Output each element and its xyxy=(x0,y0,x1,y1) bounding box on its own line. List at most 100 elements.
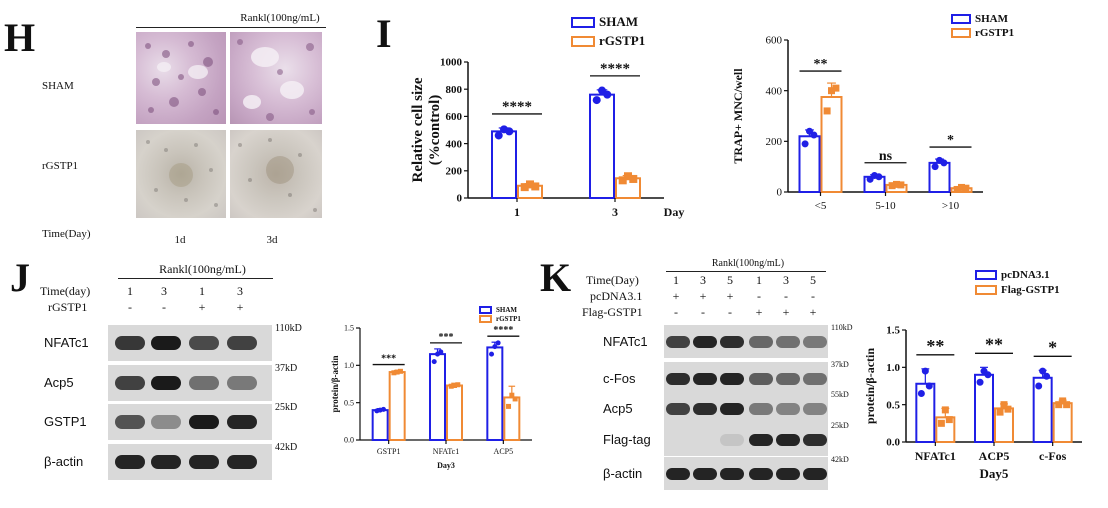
lane-value: + xyxy=(699,289,707,303)
y-tick-label: 0.5 xyxy=(886,399,900,411)
x-axis-unit: Day xyxy=(664,205,685,219)
y-tick-label: 600 xyxy=(766,35,783,47)
h-condition: Rankl(100ng/mL) xyxy=(240,12,320,24)
y-tick-label: 0.0 xyxy=(344,436,354,445)
kd-label: 42kD xyxy=(831,455,849,464)
y-axis-label: protein/β-actin xyxy=(330,355,340,412)
chart-j: 0.0 0.5 1.0 1.5 GSTP1 *** NFATc1 *** ACP5 **** pro… xyxy=(330,306,532,470)
kd-label: 42kD xyxy=(275,442,298,453)
x-tick-label: 1 xyxy=(514,205,520,219)
h-condition-line xyxy=(136,27,326,28)
legend-swatch-sham xyxy=(479,306,492,314)
lane-value: - xyxy=(701,305,705,319)
blot-flag-tag xyxy=(664,423,828,456)
k-blots: NFATc1 110kD c-Fos 37kD Acp5 55kD Flag-tag 25kD… xyxy=(603,323,852,490)
band xyxy=(749,372,773,385)
x-axis-label: Day5 xyxy=(980,466,1009,481)
legend-label-rgstp1: rGSTP1 xyxy=(599,33,645,48)
lane-value: - xyxy=(128,300,132,314)
data-point xyxy=(1000,401,1008,409)
lane-value: + xyxy=(726,289,734,303)
band xyxy=(666,372,690,385)
band xyxy=(666,335,690,348)
blot-acp5 xyxy=(664,392,828,425)
k-time-label: Time(Day) xyxy=(586,273,639,287)
j-treat-label: rGSTP1 xyxy=(48,300,88,314)
legend-label-flag-gstp1: Flag-GSTP1 xyxy=(1001,284,1060,296)
band xyxy=(666,467,690,480)
chart-i-left: 0 200 400 600 800 1000 1 **** 3 **** Relative cell… xyxy=(410,14,685,219)
data-point xyxy=(1039,367,1047,375)
blot-acp5 xyxy=(108,365,272,401)
kd-label: 25kD xyxy=(831,421,849,430)
j-time-label: Time(day) xyxy=(40,284,91,298)
data-point xyxy=(996,408,1004,416)
data-point xyxy=(380,406,386,412)
x-tick-label: 3 xyxy=(612,205,618,219)
band xyxy=(693,335,717,348)
micrograph-sham-1d xyxy=(136,32,226,124)
band xyxy=(115,336,145,350)
significance-label: * xyxy=(1048,337,1057,357)
j-condition: Rankl(100ng/mL) xyxy=(159,262,246,276)
band xyxy=(151,376,181,390)
band xyxy=(227,376,257,390)
blot-nfatc1 xyxy=(108,325,272,361)
data-point xyxy=(945,416,953,424)
legend-swatch-sham xyxy=(571,17,595,28)
lane-value: + xyxy=(198,300,206,314)
significance-label: *** xyxy=(381,354,396,365)
data-point xyxy=(495,340,501,346)
blot-label: Acp5 xyxy=(603,400,633,416)
y-tick-label: 1000 xyxy=(440,57,463,69)
legend-label-rgstp1: rGSTP1 xyxy=(975,27,1014,39)
lane-value: - xyxy=(674,305,678,319)
band xyxy=(749,467,773,480)
band xyxy=(189,376,219,390)
data-point xyxy=(1059,397,1067,405)
bar-flag-gstp1-c-Fos xyxy=(1052,402,1073,444)
h-col-label-1d: 1d xyxy=(174,234,186,246)
h-row-label-rgstp1: rGSTP1 xyxy=(42,160,79,172)
band xyxy=(803,467,827,480)
lane-value: - xyxy=(728,305,732,319)
data-point xyxy=(958,183,965,191)
significance-label: ** xyxy=(814,57,828,72)
data-point xyxy=(962,184,970,192)
lane-value: + xyxy=(672,289,680,303)
j-lane-header: 1 3 1 3 - - + + xyxy=(110,284,270,318)
k-lane-header: 1 3 5 1 3 5 + + + - - - - - - + + + xyxy=(662,273,827,321)
x-tick-label: <5 xyxy=(815,200,827,212)
y-tick-label: 1.5 xyxy=(344,324,354,333)
lane-value: 3 xyxy=(783,273,789,287)
data-point xyxy=(629,174,638,183)
y-tick-label: 200 xyxy=(766,136,783,148)
y-tick-label: 0 xyxy=(777,187,783,199)
band xyxy=(693,372,717,385)
lane-value: - xyxy=(784,289,788,303)
data-point xyxy=(509,392,515,398)
data-point xyxy=(1055,401,1063,409)
lane-value: 1 xyxy=(673,273,679,287)
legend-label-rgstp1: rGSTP1 xyxy=(496,315,521,323)
blot-label: Flag-tag xyxy=(603,431,651,447)
band xyxy=(151,336,181,350)
data-point xyxy=(455,382,461,388)
lane-value: - xyxy=(811,289,815,303)
significance-label: ** xyxy=(926,336,944,356)
band xyxy=(693,402,717,415)
band xyxy=(115,415,145,429)
band xyxy=(776,335,800,348)
x-tick-label: c-Fos xyxy=(1039,449,1067,463)
data-point xyxy=(925,382,933,390)
data-point xyxy=(937,419,945,427)
band xyxy=(749,335,773,348)
data-point xyxy=(391,370,397,376)
data-point xyxy=(603,90,612,99)
significance-label: **** xyxy=(493,325,513,336)
j-condition-line xyxy=(118,278,273,279)
micrograph-rgstp1-1d xyxy=(136,130,226,218)
chart-i-right: 0 200 400 600 <5 ** 5-10 ns >10 * TRAP+ MNC/well SH… xyxy=(731,13,1014,212)
significance-label: * xyxy=(947,133,954,148)
